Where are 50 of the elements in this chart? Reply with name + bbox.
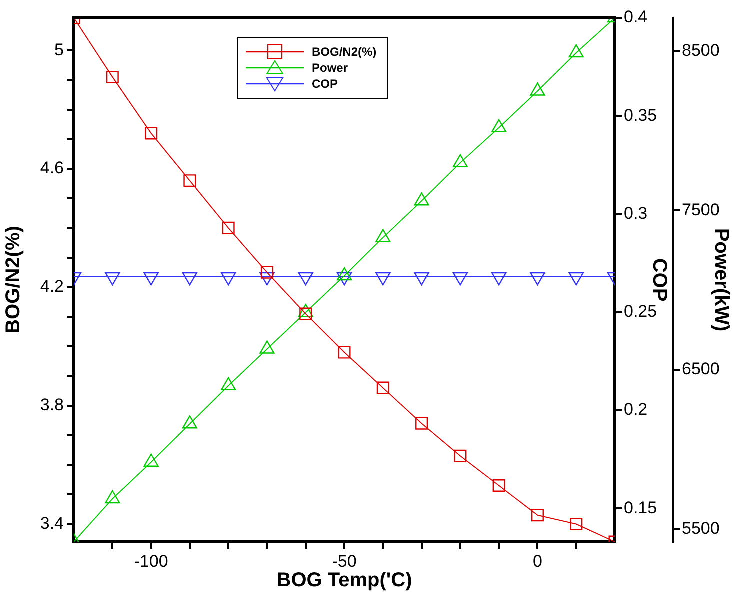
point <box>492 119 507 132</box>
y3-tick-label: 5500 <box>682 518 720 538</box>
y2-axis-title: COP <box>648 258 670 302</box>
y-tick-label: 3.8 <box>40 396 64 415</box>
legend-label: COP <box>312 77 338 91</box>
point <box>338 346 351 359</box>
y-tick-label: 3.4 <box>40 514 64 533</box>
y2-tick-label: 0.35 <box>624 106 658 125</box>
y-tick-label: 4.2 <box>40 277 64 296</box>
x-tick-label: -100 <box>134 552 168 571</box>
y3-tick-label: 8500 <box>682 41 720 60</box>
y-tick-label: 5 <box>54 40 64 60</box>
point <box>105 490 120 504</box>
point <box>492 479 506 492</box>
point <box>336 267 352 281</box>
point <box>570 518 583 530</box>
y2-tick-label: 0.25 <box>624 302 658 322</box>
point <box>260 266 274 279</box>
x-tick-label: -50 <box>332 552 357 571</box>
y3-axis-title: Power(kW) <box>710 228 732 332</box>
point <box>182 416 198 429</box>
point <box>144 454 159 467</box>
point <box>531 509 544 522</box>
x-axis-title: BOG Temp('C) <box>276 570 412 592</box>
point <box>452 154 468 168</box>
point <box>568 44 584 58</box>
y2-tick-label: 0.3 <box>624 204 648 223</box>
y2-tick-label: 0.4 <box>624 8 648 27</box>
point <box>106 70 119 84</box>
point <box>221 377 236 391</box>
x-tick-label: 0 <box>532 552 542 571</box>
point <box>414 192 430 206</box>
point <box>530 82 546 96</box>
point <box>416 417 428 430</box>
y3-tick-label: 7500 <box>682 200 720 220</box>
point <box>145 127 158 140</box>
point <box>184 174 196 188</box>
y-axis-title: BOG/N2(%) <box>2 226 25 334</box>
point <box>376 382 390 394</box>
point <box>260 340 275 354</box>
point <box>222 222 235 234</box>
point <box>298 304 314 318</box>
y3-tick-label: 6500 <box>682 360 720 379</box>
y2-tick-label: 0.15 <box>624 498 658 518</box>
legend-label: Power <box>312 61 348 75</box>
legend-label: BOG/N2(%) <box>312 45 377 59</box>
point <box>454 450 467 462</box>
point <box>376 229 391 242</box>
y2-tick-label: 0.2 <box>624 400 648 420</box>
y-tick-label: 4.6 <box>40 158 64 178</box>
